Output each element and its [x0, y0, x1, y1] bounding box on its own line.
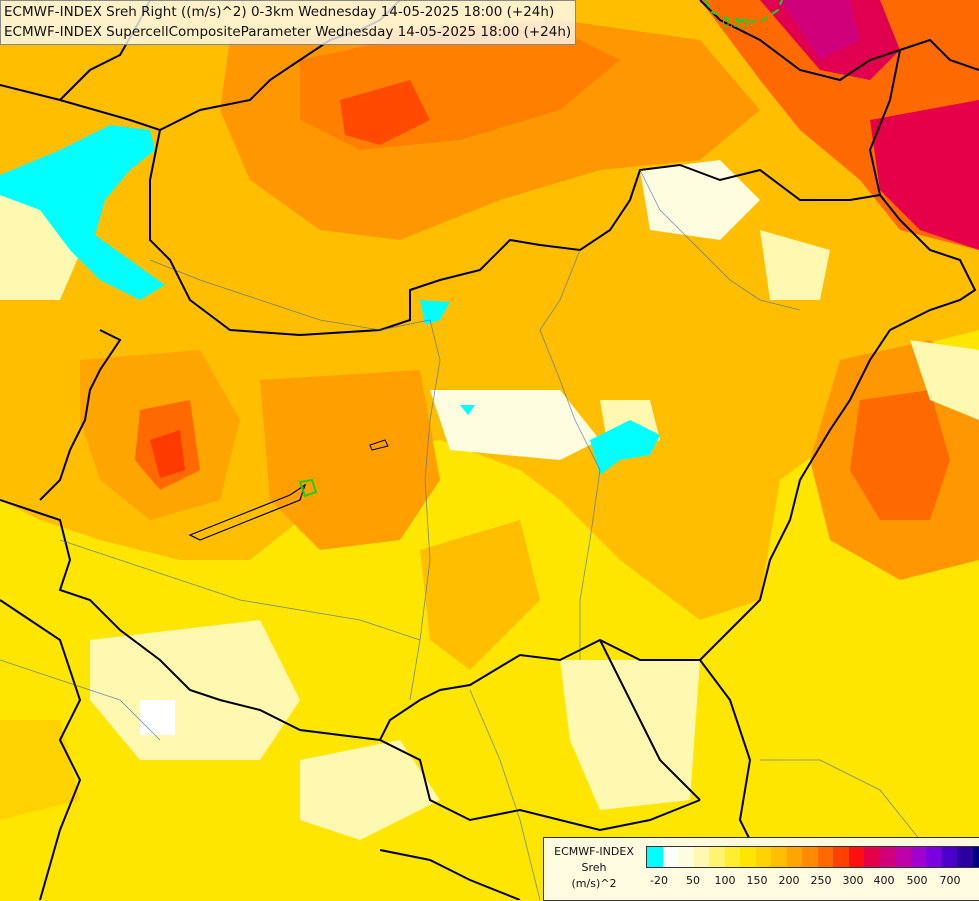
legend-swatch: [802, 847, 818, 867]
legend-swatch: [942, 847, 958, 867]
legend-swatch: [678, 847, 694, 867]
legend-variable: Sreh: [548, 860, 640, 876]
legend-tick-label: 700: [940, 874, 961, 887]
legend-tick-label: 300: [843, 874, 864, 887]
legend-swatch: [849, 847, 865, 867]
legend-swatch: [647, 847, 663, 867]
legend-swatch: [880, 847, 896, 867]
legend-tick-label: 150: [747, 874, 768, 887]
title-line-2: ECMWF-INDEX SupercellCompositeParameter …: [4, 22, 571, 42]
legend-swatch: [663, 847, 679, 867]
legend-swatches: [646, 846, 979, 868]
legend-tick-label: 500: [907, 874, 928, 887]
legend-swatch: [973, 847, 979, 867]
legend-unit: (m/s)^2: [548, 876, 640, 892]
legend-tick-label: 250: [811, 874, 832, 887]
legend-tick-label: 50: [686, 874, 700, 887]
legend-source: ECMWF-INDEX: [548, 844, 640, 860]
legend-swatch: [771, 847, 787, 867]
legend-swatch: [926, 847, 942, 867]
legend-swatch: [864, 847, 880, 867]
legend-tick-label: -20: [650, 874, 668, 887]
legend-tick-label: 200: [779, 874, 800, 887]
color-legend: ECMWF-INDEX Sreh (m/s)^2 -20 50 100 150 200 2…: [543, 837, 979, 901]
legend-swatch: [694, 847, 710, 867]
title-line-1: ECMWF-INDEX Sreh Right ((m/s)^2) 0-3km W…: [4, 2, 571, 22]
legend-swatch: [818, 847, 834, 867]
legend-swatch: [787, 847, 803, 867]
legend-swatch: [725, 847, 741, 867]
legend-tick-label: 400: [874, 874, 895, 887]
legend-ticks: -20 50 100 150 200 250 300 400 500 700: [646, 874, 976, 890]
contour-label: 0.25: [722, 16, 749, 30]
legend-swatch: [895, 847, 911, 867]
legend-swatch: [756, 847, 772, 867]
legend-swatch: [740, 847, 756, 867]
legend-swatch: [911, 847, 927, 867]
legend-tick-label: 100: [715, 874, 736, 887]
legend-swatch: [709, 847, 725, 867]
legend-swatch: [957, 847, 973, 867]
map-title: ECMWF-INDEX Sreh Right ((m/s)^2) 0-3km W…: [0, 0, 576, 45]
legend-title: ECMWF-INDEX Sreh (m/s)^2: [548, 844, 640, 892]
legend-swatch: [833, 847, 849, 867]
